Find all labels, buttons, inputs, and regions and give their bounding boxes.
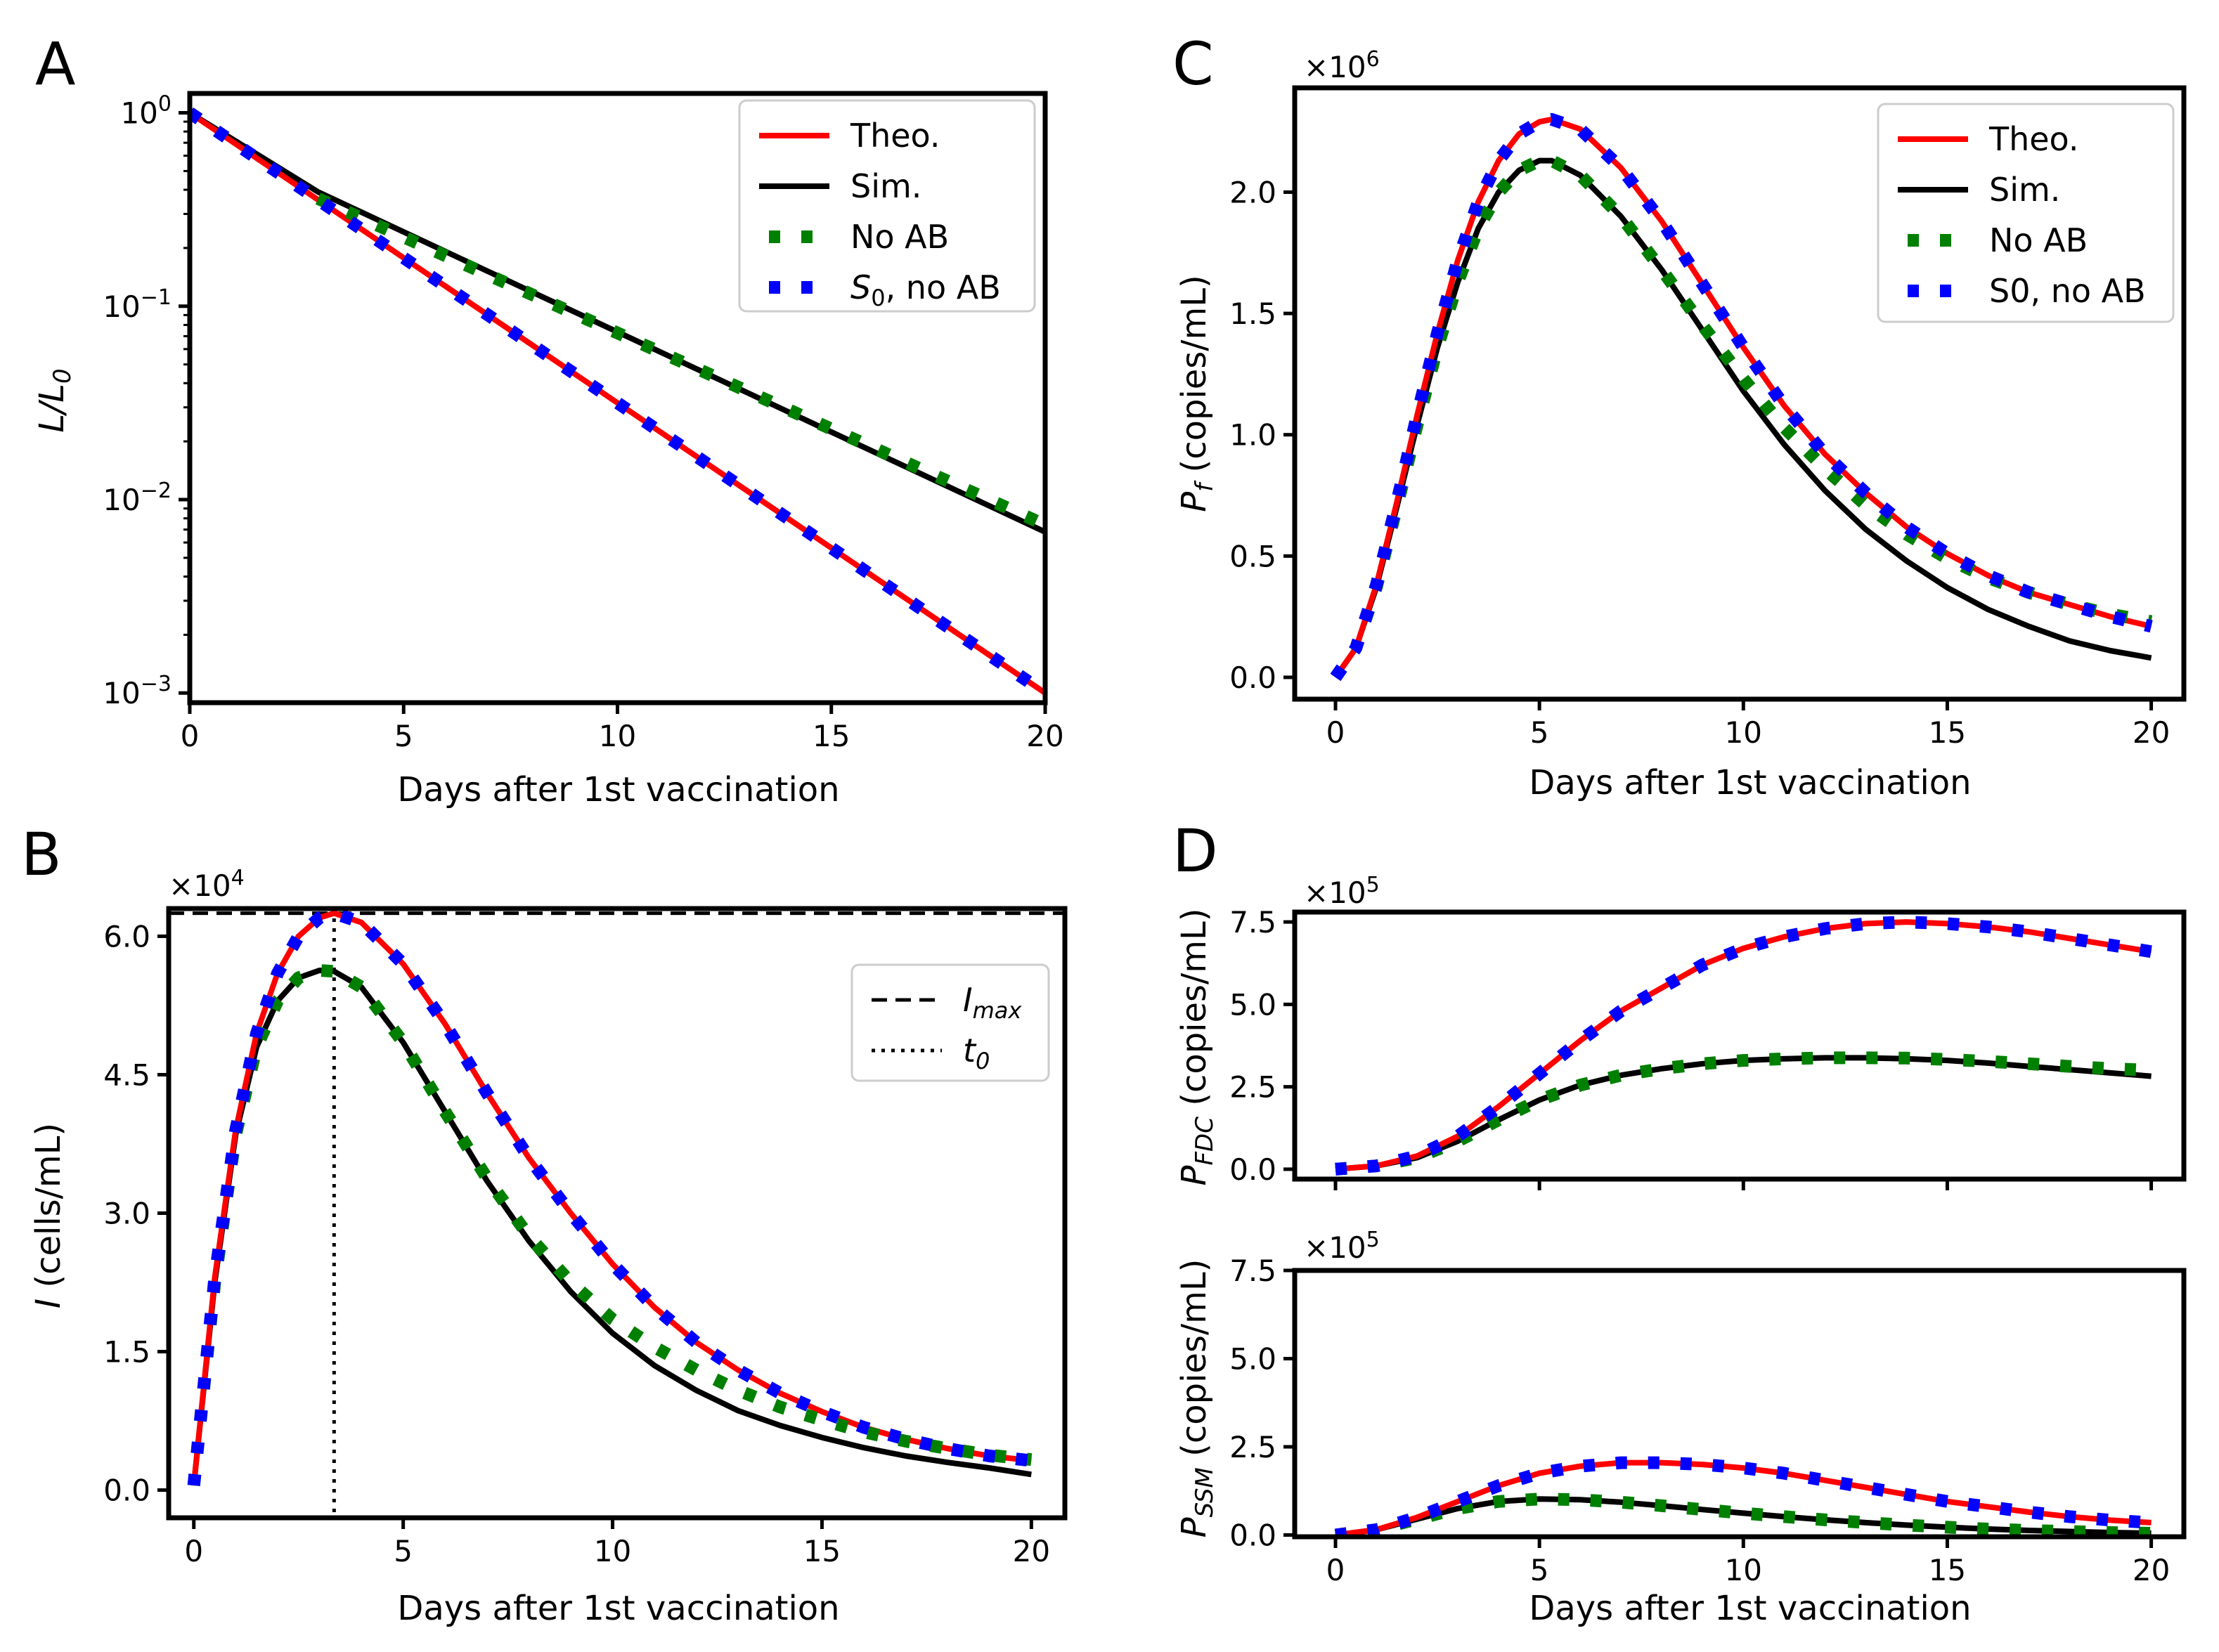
x-axis-label: Days after 1st vaccination [397,1589,839,1628]
legend-entry-label: S0, no AB [1989,272,2146,310]
x-tick-label: 15 [1929,715,1966,750]
plot-area [169,909,1065,1518]
y-tick-label: 0.0 [1229,1518,1276,1552]
x-tick-label: 20 [2133,715,2170,750]
legend-entry-label: Sim. [1989,171,2060,209]
series-line-theo [1335,1459,2152,1537]
x-tick-label: 5 [394,719,413,753]
panel-label: A [35,30,75,98]
plot-area [1334,1456,2152,1537]
legend-entry-label: t0 [963,1032,990,1074]
legend-entry-label: No AB [850,218,949,256]
legend-box [738,99,1036,313]
series-line-theo [1333,116,2152,679]
y-axis-label: PFDC (copies/mL) [1175,909,1219,1186]
x-tick-label: 5 [1530,715,1549,750]
axis-multiplier: ×104 [169,866,245,903]
y-tick-label: 7.5 [1229,1254,1276,1288]
axes-frame [1292,85,2187,702]
y-tick-label: 3.0 [103,1197,150,1231]
plot-area [1335,916,2153,1176]
y-tick-label: 2.0 [1229,175,1276,209]
y-tick-label: 2.5 [1229,1430,1276,1464]
x-tick-label: 0 [1326,715,1345,750]
panel-b: B 0 5 10 15 20 0.0 1.5 3.0 4.5 6.0 ×104 Days after 1… [21,820,1068,1628]
y-tick-label: 2.5 [1229,1070,1276,1105]
plot-area [1330,112,2153,682]
x-tick-label: 20 [1013,1534,1050,1568]
y-tick-label: 1.5 [103,1335,150,1370]
y-axis-label: I (cells/mL) [29,1123,68,1308]
legend-entry-label: No AB [1989,221,2088,259]
y-tick-label: 5.0 [1229,987,1276,1022]
y-tick-label: 0.0 [1229,661,1276,695]
x-axis-label: Days after 1st vaccination [397,770,839,809]
y-tick-label: 10−3 [103,672,172,710]
series-line-noab [315,193,1045,531]
series-line-sim [1335,1055,2152,1172]
x-tick-label: 10 [594,1534,631,1568]
legend-entry-label: Imax [963,981,1022,1024]
axis-multiplier: ×105 [1304,873,1380,910]
y-tick-label: 100 [120,92,172,131]
series-line-s0 [187,909,1033,1486]
y-tick-label: 1.5 [1229,297,1276,331]
x-tick-label: 5 [1530,1553,1549,1587]
x-tick-label: 15 [1929,1553,1966,1587]
y-tick-label: 4.5 [103,1058,150,1092]
x-tick-label: 15 [813,719,850,753]
y-axis-label: L/L0 [32,368,77,432]
x-tick-label: 20 [2133,1553,2170,1587]
series-line-noab [1334,1492,2152,1537]
y-tick-label: 10−1 [103,285,172,324]
x-tick-label: 10 [599,719,636,753]
x-tick-label: 0 [181,719,200,753]
plot-area [190,108,1045,698]
panel-label: B [21,820,62,889]
y-tick-label: 6.0 [103,919,150,954]
x-axis-label: Days after 1st vaccination [1529,763,1971,802]
legend-entry-label: S0, no AB [850,268,1001,311]
y-tick-label: 0.0 [103,1474,150,1508]
series-line-noab [187,964,1033,1486]
x-tick-label: 0 [1326,1553,1345,1587]
panel-label: C [1172,30,1214,98]
y-tick-label: 0.0 [1229,1152,1276,1187]
axes-frame [1292,1268,2187,1540]
y-axis-label: Pf (copies/mL) [1175,275,1219,512]
panel-c: C 0 5 10 15 20 0.0 0.5 1.0 1.5 2.0 ×106 Days after 1… [1172,30,2187,802]
series-line-s0 [190,108,1045,698]
x-tick-label: 5 [394,1534,413,1568]
y-tick-label: 0.5 [1229,539,1276,573]
legend-entry-label: Sim. [850,167,921,205]
panel-label: D [1172,817,1218,885]
series-line-noab [1335,1051,2152,1176]
y-tick-label: 7.5 [1229,905,1276,939]
panel-d-bottom: 0 5 10 15 20 0.0 2.5 5.0 7.5 ×105 Days after 1st v… [1175,1228,2187,1628]
panel-d: D 0.0 2.5 5.0 7.5 ×105 PFDC (copies/mL) [1172,817,2187,1190]
x-tick-label: 10 [1725,715,1762,750]
x-axis-label: Days after 1st vaccination [1529,1589,1971,1628]
x-tick-label: 10 [1725,1553,1762,1587]
y-axis-label: PSSM (copies/mL) [1175,1259,1219,1538]
y-tick-label: 1.0 [1229,418,1276,453]
series-line-s0 [1335,916,2153,1176]
x-tick-label: 20 [1026,719,1063,753]
axis-multiplier: ×105 [1304,1228,1380,1265]
x-tick-label: 0 [184,1534,203,1568]
legend-entry-label: Theo. [1988,120,2079,158]
axes-frame [1292,909,2187,1182]
axis-multiplier: ×106 [1304,47,1380,84]
panel-a: A 0 5 10 15 20 100 10−1 10−2 10−3 Days after 1st v… [32,30,1064,809]
legend-entry-label: Theo. [850,117,940,155]
x-tick-label: 15 [803,1534,841,1568]
y-tick-label: 5.0 [1229,1341,1276,1376]
y-tick-label: 10−2 [103,479,172,517]
legend-box [1877,103,2175,323]
